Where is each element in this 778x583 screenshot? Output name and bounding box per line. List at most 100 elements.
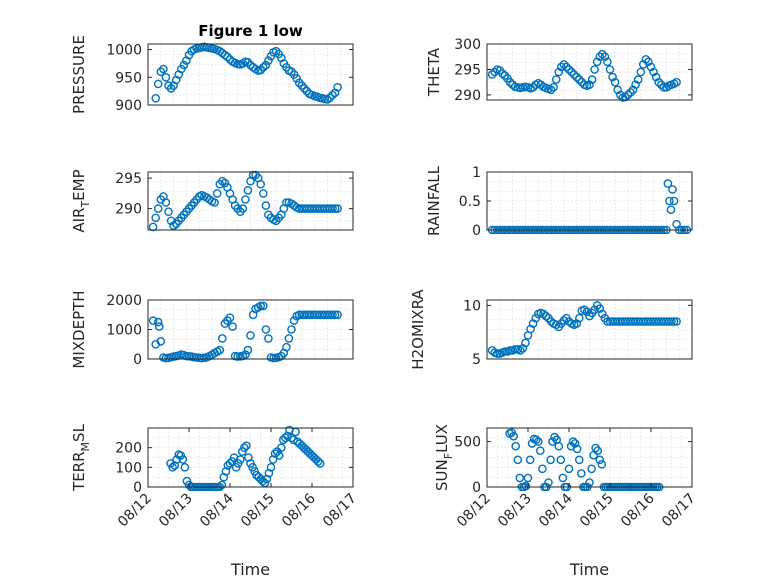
data-point	[256, 301, 266, 311]
data-point	[241, 195, 250, 204]
data-point	[513, 455, 523, 465]
data-point	[225, 313, 235, 323]
data-point	[262, 474, 272, 484]
y-tick-label: 1000	[106, 323, 142, 339]
y-tick-label: 300	[454, 37, 481, 53]
x-tick-label: 08/16	[279, 490, 319, 530]
x-tick-label: 08/12	[454, 491, 494, 531]
data-point	[217, 480, 227, 490]
data-point	[585, 80, 594, 89]
y-tick-label: 500	[454, 435, 481, 451]
data-point	[153, 204, 163, 213]
data-point	[515, 473, 525, 483]
data-point	[546, 455, 555, 465]
data-point	[575, 455, 584, 465]
data-point	[626, 88, 635, 97]
x-tick-label: 08/15	[238, 491, 278, 531]
data-point	[264, 56, 273, 65]
data-point	[538, 464, 547, 474]
data-point	[246, 331, 255, 340]
data-point	[330, 204, 340, 213]
data-point	[595, 52, 605, 62]
data-point	[210, 198, 219, 207]
data-point	[221, 466, 231, 476]
data-point	[176, 451, 186, 460]
data-point	[261, 60, 271, 70]
data-point	[623, 90, 633, 100]
axis-box	[486, 299, 693, 360]
data-point	[487, 70, 497, 79]
data-point	[598, 309, 607, 319]
data-point	[523, 473, 533, 483]
data-point	[217, 334, 227, 343]
data-point	[572, 72, 582, 82]
data-point	[567, 67, 576, 77]
data-point	[258, 476, 268, 486]
data-point	[534, 437, 543, 446]
axis-box	[486, 427, 693, 488]
data-point	[248, 462, 257, 472]
data-point	[274, 451, 284, 460]
x-axis-label: Time	[569, 560, 609, 579]
data-point	[605, 65, 615, 74]
data-point	[330, 310, 340, 320]
data-point	[268, 455, 278, 464]
data-point	[644, 57, 653, 67]
data-point	[521, 481, 531, 491]
data-point	[235, 455, 245, 464]
data-point	[665, 196, 674, 206]
data-point	[646, 62, 656, 72]
data-point	[628, 85, 638, 95]
data-point	[659, 83, 669, 92]
y-axis-label: PRESSURE	[70, 35, 88, 114]
data-point	[328, 204, 337, 213]
data-point	[663, 179, 673, 188]
data-point	[557, 62, 566, 72]
data-point	[243, 345, 253, 355]
y-tick-label: 100	[115, 460, 142, 476]
y-axis-label: MIXDEPTH	[70, 290, 88, 368]
data-point	[672, 317, 681, 326]
data-point	[287, 433, 296, 443]
data-point	[554, 441, 564, 451]
data-point	[238, 204, 248, 213]
data-point	[289, 435, 298, 445]
data-point	[283, 431, 292, 441]
data-point	[556, 455, 566, 465]
data-point	[333, 310, 342, 320]
data-point	[592, 57, 602, 67]
data-point	[511, 441, 521, 451]
data-point	[215, 345, 225, 355]
data-point	[178, 455, 188, 464]
y-tick-label: 290	[454, 88, 481, 104]
y-tick-label: 295	[454, 62, 481, 78]
data-point	[559, 316, 569, 325]
data-point	[509, 431, 518, 441]
data-point	[544, 478, 553, 487]
data-point	[282, 198, 291, 207]
data-point	[654, 77, 664, 87]
data-point	[333, 204, 342, 213]
data-point	[564, 464, 574, 474]
y-tick-label: 0.5	[459, 194, 481, 210]
data-point	[569, 70, 579, 79]
data-point	[282, 342, 291, 352]
data-point	[600, 52, 610, 62]
data-point	[156, 67, 166, 76]
data-point	[590, 65, 599, 74]
x-tick-label: 08/13	[495, 491, 535, 531]
x-tick-label: 08/17	[320, 491, 360, 531]
data-point	[239, 443, 249, 453]
data-point	[328, 310, 337, 320]
data-point	[603, 57, 612, 67]
data-point	[164, 207, 173, 216]
data-point	[266, 462, 276, 472]
axis-box	[147, 43, 354, 106]
data-point	[590, 305, 599, 315]
data-point	[333, 83, 342, 92]
data-point	[554, 67, 564, 77]
series-markers	[148, 170, 342, 232]
data-point	[261, 325, 271, 334]
data-point	[168, 462, 177, 472]
